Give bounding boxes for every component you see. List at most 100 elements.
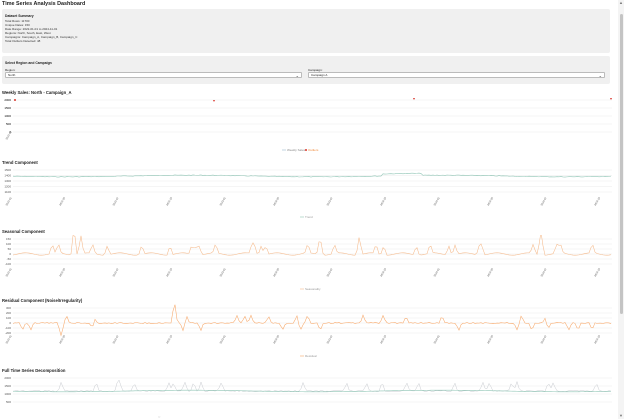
- x-tick: 2022-07: [111, 196, 120, 207]
- x-tick: 2022-10: [165, 196, 174, 207]
- series-line: [12, 389, 612, 393]
- x-tick: 2022-07: [111, 334, 120, 345]
- y-tick: 0: [9, 130, 11, 134]
- dataset-summary-panel: Dataset Summary Total Rows: 11700 Unique…: [2, 9, 610, 53]
- y-tick: 1200: [4, 185, 11, 189]
- summary-line: Total Outliers Detected: 48: [5, 39, 41, 43]
- x-tick: 2022-01: [4, 267, 13, 278]
- legend: Weekly Sales Outliers: [282, 148, 319, 152]
- summary-line: Unique Dates: 150: [5, 23, 30, 27]
- x-tick: 2023-04: [272, 334, 281, 345]
- y-tick: 0: [9, 321, 11, 325]
- y-tick: 150: [6, 237, 11, 241]
- summary-line: Total Rows: 11700: [5, 19, 30, 23]
- y-tick: 1400: [4, 174, 11, 178]
- x-tick: 2024-04: [486, 334, 495, 345]
- x-tick: 2022-10: [165, 267, 174, 278]
- trend-title: Trend Component: [2, 160, 38, 165]
- campaign-select[interactable]: Campaign A ⌄: [308, 72, 605, 78]
- y-tick: 300: [6, 306, 11, 310]
- x-tick: 2024-10: [593, 196, 602, 207]
- x-tick: 2023-10: [379, 334, 388, 345]
- y-tick: -100: [5, 326, 11, 330]
- x-tick: 2022-01: [4, 130, 13, 141]
- x-tick: 2023-01: [218, 334, 227, 345]
- x-tick: 2022-01: [4, 334, 13, 345]
- y-tick: 50: [8, 247, 12, 251]
- y-tick: 1000: [4, 114, 11, 118]
- y-tick: -200: [5, 331, 11, 335]
- residual-title: Residual Component (Noise/Irregularity): [2, 298, 83, 303]
- full-decomposition-chart[interactable]: 2000 1500 1000 500 ○: [2, 374, 612, 419]
- legend-item: Seasonality: [305, 287, 321, 291]
- summary-line: Regions: North, South, East, West: [5, 31, 51, 35]
- series-line: [12, 235, 612, 256]
- x-tick: 2023-04: [272, 267, 281, 278]
- outlier-marker[interactable]: [413, 98, 415, 100]
- vertical-scrollbar[interactable]: ▲ ▼: [618, 0, 624, 419]
- x-tick: 2024-10: [593, 267, 602, 278]
- series-line: [12, 304, 612, 337]
- y-tick: 1300: [4, 179, 11, 183]
- x-tick: 2024-04: [486, 196, 495, 207]
- summary-title: Dataset Summary: [5, 14, 34, 18]
- y-tick: 1000: [4, 392, 11, 396]
- full-decomposition-title: Full Time Series Decomposition: [2, 368, 66, 373]
- y-tick: 500: [6, 122, 11, 126]
- y-tick: -100: [5, 262, 11, 266]
- x-tick: 2024-01: [432, 334, 441, 345]
- weekly-sales-title: Weekly Sales: North - Campaign_A: [2, 90, 72, 95]
- x-tick: 2022-04: [58, 334, 67, 345]
- summary-line: Date Range: 2022-01-01 to 2024-11-01: [5, 27, 58, 31]
- scrollbar-thumb[interactable]: [619, 14, 623, 314]
- y-tick: -50: [7, 257, 12, 261]
- x-tick: 2022-01: [4, 196, 13, 207]
- y-tick: 2000: [4, 98, 11, 102]
- x-tick: 2023-01: [218, 196, 227, 207]
- x-tick: 2024-04: [486, 267, 495, 278]
- series-marker: ○: [158, 414, 161, 419]
- selection-panel: Select Region and Campaign Region: North…: [2, 56, 610, 84]
- selection-title: Select Region and Campaign: [5, 61, 52, 65]
- y-tick: 100: [6, 316, 11, 320]
- region-value: North: [8, 73, 16, 77]
- y-ticks: 2000 1500 1000 500 0: [4, 98, 11, 134]
- y-tick: 1500: [4, 384, 11, 388]
- x-tick: 2022-07: [111, 267, 120, 278]
- x-tick: 2024-01: [432, 196, 441, 207]
- x-tick: 2022-04: [58, 196, 67, 207]
- outlier-marker[interactable]: [14, 99, 16, 101]
- legend-item: Weekly Sales: [287, 148, 306, 152]
- x-tick: 2022-10: [165, 334, 174, 345]
- outlier-marker[interactable]: [610, 98, 612, 100]
- y-tick: 100: [6, 242, 11, 246]
- legend-item: Trend: [305, 215, 313, 219]
- x-tick: 2023-07: [325, 196, 334, 207]
- x-tick: 2023-07: [325, 267, 334, 278]
- arrow-down-icon[interactable]: ▼: [619, 413, 623, 418]
- x-tick: 2024-07: [539, 334, 548, 345]
- campaign-value: Campaign A: [311, 73, 328, 77]
- outlier-marker[interactable]: [213, 100, 215, 102]
- chevron-down-icon: ⌄: [598, 73, 602, 78]
- summary-line: Campaigns: Campaign_A, Campaign_B, Campa…: [5, 35, 78, 39]
- region-select[interactable]: North ⌄: [5, 72, 302, 78]
- weekly-sales-chart[interactable]: 2000 1500 1000 500 0 2022-01 Weekly Sale…: [2, 96, 612, 158]
- x-tick: 2023-07: [325, 334, 334, 345]
- x-tick: 2024-01: [432, 267, 441, 278]
- x-tick: 2023-01: [218, 267, 227, 278]
- y-tick: 500: [6, 400, 11, 404]
- x-tick: 2023-04: [272, 196, 281, 207]
- arrow-up-icon[interactable]: ▲: [619, 0, 623, 5]
- x-tick: 2022-04: [58, 267, 67, 278]
- x-tick: 2023-10: [379, 196, 388, 207]
- y-tick: 2000: [4, 376, 11, 380]
- chevron-down-icon: ⌄: [295, 73, 299, 78]
- campaign-label: Campaign:: [308, 68, 323, 72]
- legend-item: Residual: [305, 354, 317, 358]
- y-tick: 200: [6, 311, 11, 315]
